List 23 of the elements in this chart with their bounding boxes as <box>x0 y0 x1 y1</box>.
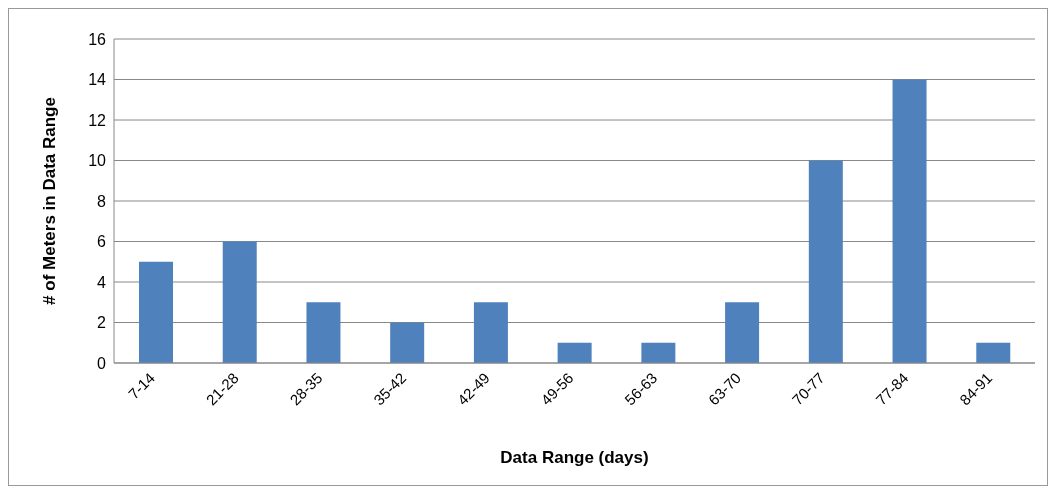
x-tick-label: 7-14 <box>124 369 158 403</box>
y-tick-label: 16 <box>88 30 107 48</box>
bar <box>557 342 592 363</box>
bar <box>390 322 425 363</box>
bar <box>641 342 676 363</box>
bar <box>808 160 843 363</box>
bar <box>892 79 927 363</box>
y-axis-title: # of Meters in Data Range <box>40 97 60 305</box>
y-tick-label: 14 <box>88 71 107 89</box>
bar <box>976 342 1011 363</box>
x-axis-title: Data Range (days) <box>500 448 649 467</box>
bar <box>473 302 508 363</box>
y-tick-label: 4 <box>97 273 107 291</box>
bar <box>306 302 341 363</box>
y-tick-label: 2 <box>97 314 107 332</box>
y-tick-label: 8 <box>97 192 107 210</box>
y-tick-label: 10 <box>88 152 107 170</box>
bar <box>139 261 173 363</box>
bar <box>725 302 760 363</box>
y-tick-label: 12 <box>88 111 107 129</box>
y-tick-label: 6 <box>97 233 107 251</box>
y-tick-label: 0 <box>97 354 107 372</box>
bar <box>222 241 257 363</box>
